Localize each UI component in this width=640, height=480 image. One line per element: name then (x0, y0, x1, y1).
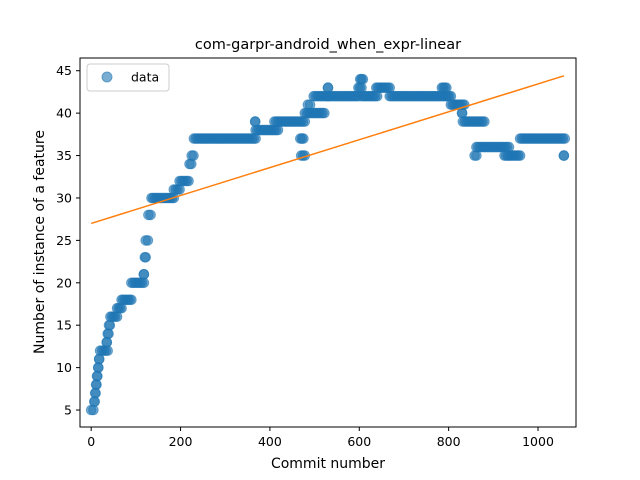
legend-frame (86, 63, 170, 92)
y-tick-label: 5 (64, 403, 72, 418)
legend: data (86, 63, 170, 92)
axes: 0 200 400 600 800 1000 5 10 15 20 25 30 35 40 45 (56, 57, 577, 449)
data-point (183, 175, 194, 187)
x-tick-label: 400 (258, 434, 282, 449)
data-point (188, 150, 199, 161)
data-point (514, 150, 526, 161)
data-point (558, 150, 570, 161)
data-point (145, 209, 156, 221)
axes-frame (79, 57, 577, 428)
x-tick-label: 200 (169, 434, 193, 449)
x-axis-label: Commit number (271, 456, 385, 472)
data-point (126, 294, 137, 306)
legend-marker-data (101, 71, 113, 83)
data-point (298, 133, 309, 144)
y-tick-label: 25 (56, 233, 72, 248)
data-point (479, 116, 490, 127)
y-axis-label: Number of instance of a feature (32, 130, 48, 354)
fit-line (90, 75, 565, 225)
x-tick-label: 800 (437, 434, 461, 449)
data-point (142, 235, 154, 246)
plot-area (85, 73, 571, 416)
x-tick-label: 0 (87, 434, 95, 449)
y-tick-label: 30 (56, 190, 72, 205)
data-point (140, 251, 151, 263)
y-tick-label: 20 (56, 275, 72, 290)
data-point (319, 107, 330, 119)
x-tick-label: 600 (347, 434, 371, 449)
legend-label-data: data (131, 70, 159, 85)
chart-title: com-garpr-android_when_expr-linear (195, 37, 461, 53)
data-point (138, 269, 150, 280)
y-tick-label: 35 (56, 148, 72, 163)
x-tick-label: 1000 (522, 434, 554, 449)
y-tick-label: 40 (56, 106, 72, 121)
data-point (357, 73, 369, 85)
y-tick-label: 15 (56, 318, 72, 333)
y-tick-label: 10 (56, 360, 72, 375)
y-tick-label: 45 (56, 63, 72, 78)
data-point (559, 133, 571, 144)
